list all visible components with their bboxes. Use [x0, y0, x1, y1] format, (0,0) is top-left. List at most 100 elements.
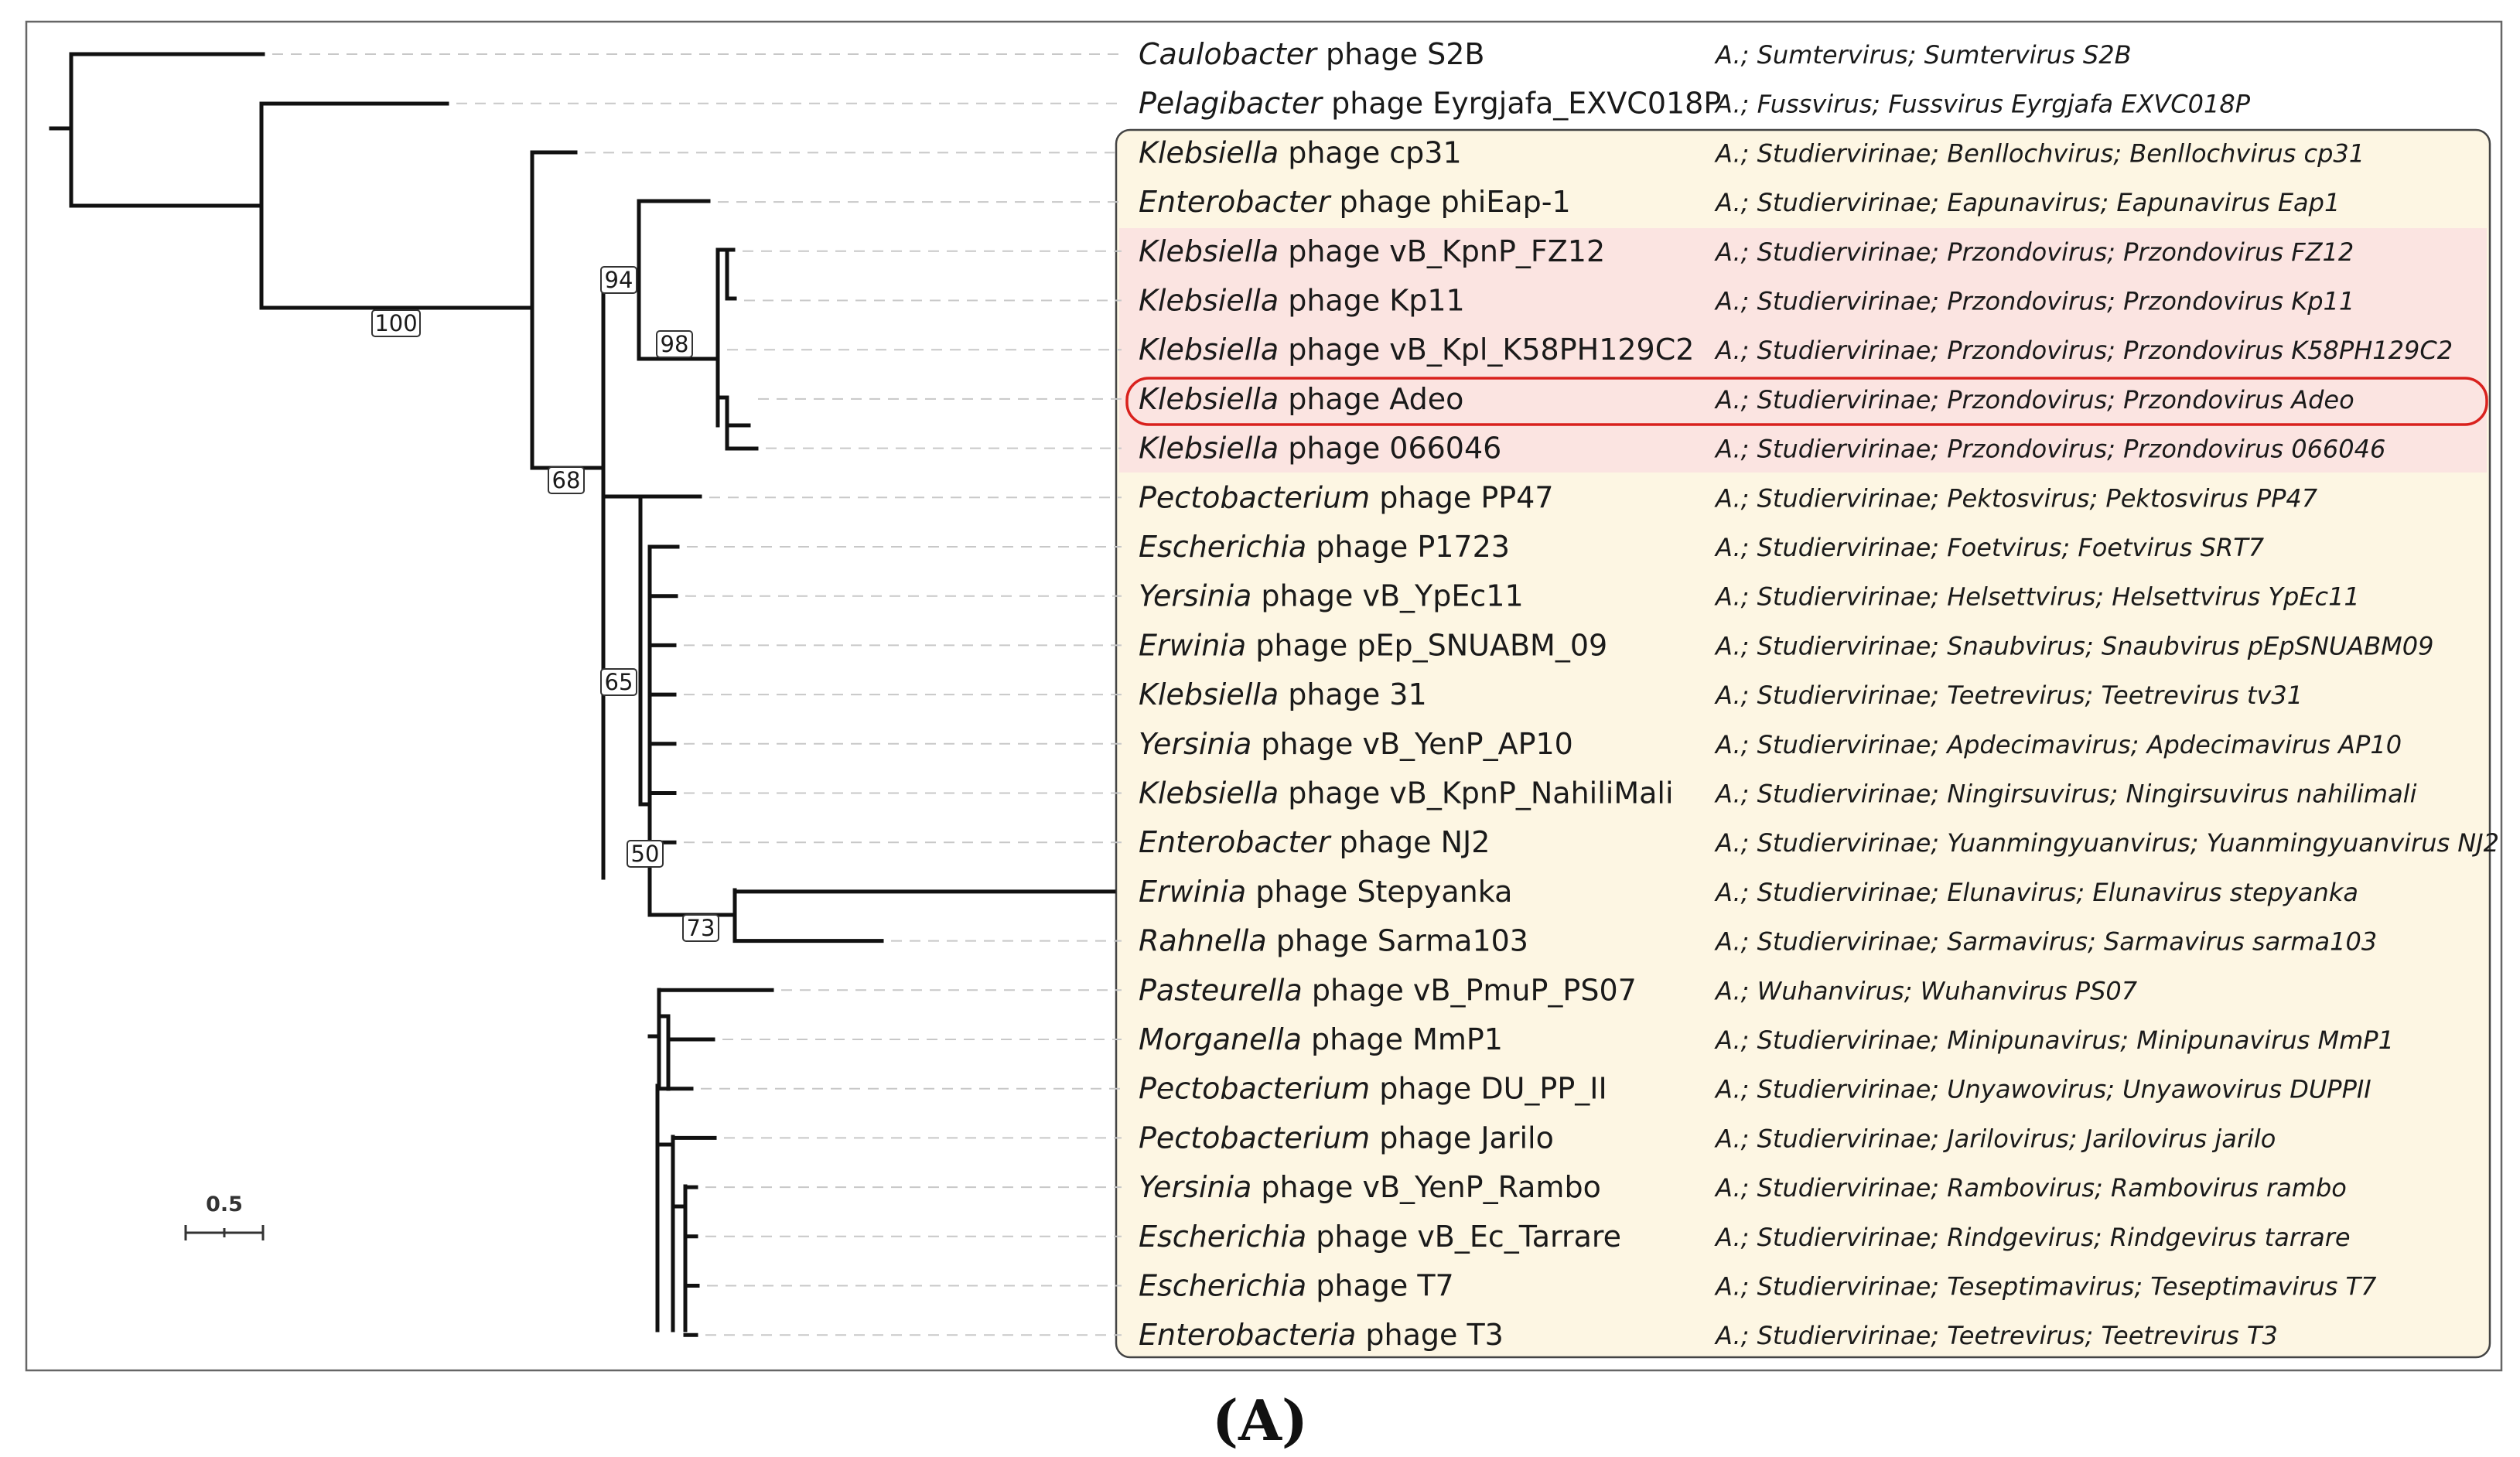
- tip-label: Pectobacterium phage PP47: [1139, 480, 1554, 514]
- bootstrap-value: 94: [605, 267, 633, 293]
- tip-label: Escherichia phage P1723: [1139, 530, 1510, 564]
- tip-label: Pelagibacter phage Eyrgjafa_EXVC018P: [1139, 87, 1721, 121]
- tip-label: Klebsiella phage Adeo: [1139, 382, 1463, 416]
- tip-taxonomy: A.; Studiervirinae; Jarilovirus; Jarilov…: [1714, 1124, 2276, 1153]
- tip-genus: Yersinia: [1139, 1170, 1251, 1204]
- tip-taxonomy: A.; Studiervirinae; Apdecimavirus; Apdec…: [1714, 730, 2402, 759]
- tip-genus: Rahnella: [1139, 924, 1267, 958]
- bootstrap-value: 68: [552, 467, 581, 493]
- tip-name: phage PP47: [1370, 480, 1553, 514]
- tip-name: phage 066046: [1279, 432, 1501, 466]
- tip-name: phage 31: [1279, 677, 1427, 711]
- tip-genus: Pectobacterium: [1139, 1121, 1370, 1155]
- tip-name: phage cp31: [1279, 135, 1462, 169]
- tip-taxonomy: A.; Studiervirinae; Rindgevirus; Rindgev…: [1714, 1223, 2351, 1252]
- tip-taxonomy: A.; Studiervirinae; Teetrevirus; Teetrev…: [1714, 1321, 2278, 1350]
- tip-genus: Enterobacter: [1139, 185, 1332, 219]
- tip-label: Pectobacterium phage DU_PP_II: [1139, 1072, 1607, 1106]
- tip-name: phage Stepyanka: [1246, 875, 1512, 909]
- bootstrap-value: 65: [605, 669, 633, 695]
- tip-name: phage pEp_SNUABM_09: [1246, 628, 1607, 662]
- tip-name: phage phiEap-1: [1330, 185, 1570, 219]
- tip-genus: Klebsiella: [1139, 432, 1279, 466]
- tip-label: Yersinia phage vB_YpEc11: [1139, 579, 1524, 613]
- bootstrap-box: [627, 840, 664, 868]
- tip-taxonomy: A.; Wuhanvirus; Wuhanvirus PS07: [1714, 976, 2138, 1005]
- tree-branches: [49, 52, 1116, 1337]
- tip-genus: Erwinia: [1139, 628, 1246, 662]
- tip-taxonomy: A.; Studiervirinae; Przondovirus; Przond…: [1714, 435, 2385, 464]
- tip-taxonomy: A.; Sumtervirus; Sumtervirus S2B: [1714, 40, 2132, 70]
- tip-label: Enterobacter phage NJ2: [1139, 825, 1490, 859]
- tip-label: Erwinia phage pEp_SNUABM_09: [1139, 628, 1607, 662]
- tip-name: phage vB_YenP_AP10: [1251, 727, 1573, 761]
- tip-genus: Caulobacter: [1139, 37, 1318, 71]
- tip-taxonomy: A.; Studiervirinae; Elunavirus; Elunavir…: [1714, 878, 2358, 907]
- tip-name: phage vB_YpEc11: [1251, 579, 1523, 613]
- tip-name: phage MmP1: [1302, 1022, 1503, 1056]
- tip-name: phage NJ2: [1330, 825, 1490, 859]
- tip-genus: Erwinia: [1139, 875, 1246, 909]
- tip-name: phage T7: [1306, 1269, 1454, 1303]
- tip-genus: Pelagibacter: [1139, 87, 1323, 121]
- bootstrap-box: [600, 668, 637, 696]
- tip-name: phage DU_PP_II: [1370, 1072, 1607, 1106]
- tip-label: Klebsiella phage vB_KpnP_FZ12: [1139, 234, 1605, 268]
- tip-name: phage Kp11: [1279, 284, 1465, 318]
- tip-taxonomy: A.; Studiervirinae; Minipunavirus; Minip…: [1714, 1025, 2394, 1055]
- tip-taxonomy: A.; Studiervirinae; Eapunavirus; Eapunav…: [1714, 188, 2340, 217]
- tip-genus: Klebsiella: [1139, 776, 1279, 810]
- tip-label: Klebsiella phage cp31: [1139, 135, 1462, 169]
- tip-taxonomy: A.; Studiervirinae; Przondovirus; Przond…: [1714, 237, 2354, 267]
- tip-label: Enterobacteria phage T3: [1139, 1318, 1504, 1352]
- tip-taxonomy: A.; Studiervirinae; Helsettvirus; Helset…: [1714, 582, 2360, 612]
- tip-taxonomy: A.; Studiervirinae; Pektosvirus; Pektosv…: [1714, 483, 2318, 513]
- scale-bar-label: 0.5: [206, 1193, 243, 1216]
- adeo-highlight-outline: [1125, 377, 2488, 426]
- tip-taxonomy: A.; Studiervirinae; Benllochvirus; Benll…: [1714, 138, 2365, 168]
- tip-label: Caulobacter phage S2B: [1139, 37, 1484, 71]
- tip-name: phage Sarma103: [1267, 924, 1528, 958]
- tip-name: phage vB_KpnP_FZ12: [1279, 234, 1605, 268]
- tip-taxonomy: A.; Fussvirus; Fussvirus Eyrgjafa EXVC01…: [1714, 90, 2251, 119]
- tip-taxonomy: A.; Studiervirinae; Przondovirus; Przond…: [1714, 385, 2354, 415]
- tip-label: Erwinia phage Stepyanka: [1139, 875, 1512, 909]
- tip-name: phage vB_PmuP_PS07: [1303, 973, 1637, 1007]
- tip-label: Pectobacterium phage Jarilo: [1139, 1121, 1554, 1155]
- tip-genus: Pectobacterium: [1139, 480, 1370, 514]
- tip-label: Enterobacter phage phiEap-1: [1139, 185, 1571, 219]
- tip-genus: Morganella: [1139, 1022, 1302, 1056]
- scale-bar: 0.5: [184, 1193, 265, 1240]
- tip-name: phage Jarilo: [1370, 1121, 1554, 1155]
- tip-genus: Enterobacter: [1139, 825, 1332, 859]
- tip-taxonomy: A.; Studiervirinae; Sarmavirus; Sarmavir…: [1714, 927, 2377, 957]
- tip-name: phage vB_KpnP_NahiliMali: [1279, 776, 1673, 810]
- tip-genus: Klebsiella: [1139, 333, 1279, 367]
- bootstrap-values: 100 68 94 98 65 50 73: [371, 266, 719, 942]
- bootstrap-box: [548, 466, 585, 494]
- tip-genus: Escherichia: [1139, 1220, 1306, 1254]
- tip-name: phage vB_YenP_Rambo: [1251, 1170, 1601, 1204]
- tip-label: Morganella phage MmP1: [1139, 1022, 1503, 1056]
- tip-genus: Pasteurella: [1139, 973, 1303, 1007]
- tip-taxonomy: A.; Studiervirinae; Foetvirus; Foetvirus…: [1714, 533, 2265, 562]
- tip-taxonomy: A.; Studiervirinae; Przondovirus; Przond…: [1714, 336, 2453, 365]
- bootstrap-box: [600, 266, 637, 294]
- tip-taxonomy: A.; Studiervirinae; Unyawovirus; Unyawov…: [1714, 1075, 2371, 1104]
- tip-label: Rahnella phage Sarma103: [1139, 924, 1528, 958]
- tip-name: phage vB_Kpl_K58PH129C2: [1279, 333, 1694, 367]
- tip-label: Yersinia phage vB_YenP_Rambo: [1139, 1170, 1601, 1204]
- bootstrap-value: 50: [631, 841, 660, 867]
- tip-taxonomy: A.; Studiervirinae; Rambovirus; Rambovir…: [1714, 1173, 2347, 1203]
- bootstrap-box: [656, 330, 693, 358]
- tip-label: Klebsiella phage 31: [1139, 677, 1427, 711]
- tip-label: Klebsiella phage Kp11: [1139, 284, 1465, 318]
- bootstrap-value: 98: [661, 331, 689, 357]
- tip-label: Klebsiella phage vB_KpnP_NahiliMali: [1139, 776, 1674, 810]
- bootstrap-value: 100: [374, 310, 417, 336]
- tip-label: Klebsiella phage vB_Kpl_K58PH129C2: [1139, 333, 1694, 367]
- tip-genus: Klebsiella: [1139, 382, 1279, 416]
- tip-taxonomy: A.; Studiervirinae; Ningirsuvirus; Ningi…: [1714, 780, 2417, 809]
- panel-label: (A): [1212, 1387, 1308, 1453]
